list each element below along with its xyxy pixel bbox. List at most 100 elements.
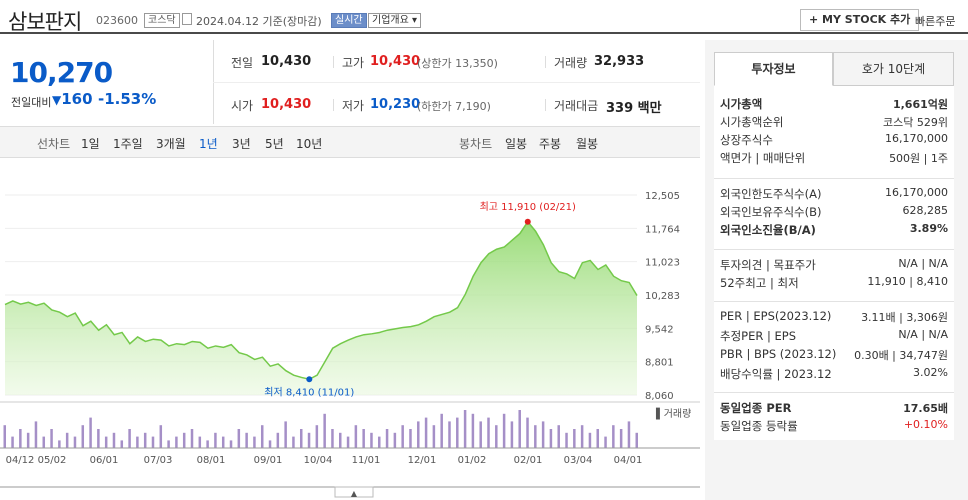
period-tab-6[interactable]: 10년: [296, 137, 323, 151]
volume-bar: [299, 429, 303, 448]
volume-bar: [159, 425, 163, 448]
prev-label: 전일: [231, 56, 254, 70]
volume-bar: [619, 429, 623, 448]
change-percent: -1.53%: [98, 90, 157, 108]
candle-tab-0[interactable]: 일봉: [505, 137, 528, 151]
volume-bar: [167, 440, 170, 448]
volume-bar: [612, 425, 615, 448]
info-label: 추정PER | EPS: [720, 329, 797, 343]
volume-bar: [214, 432, 217, 448]
volume-bar: [456, 417, 459, 448]
period-tab-2[interactable]: 3개월: [156, 137, 186, 151]
down-triangle-icon: ▼: [52, 93, 62, 107]
collapse-toggle[interactable]: [334, 486, 374, 498]
high-value: 10,430: [370, 54, 421, 69]
volume-bar: [65, 432, 69, 448]
volume-bar: [128, 429, 131, 448]
volume-bar: [315, 425, 319, 448]
divider: [333, 56, 334, 68]
candle-tab-2[interactable]: 월봉: [576, 137, 599, 151]
open-label: 시가: [231, 99, 254, 113]
period-tab-4[interactable]: 3년: [232, 137, 251, 151]
add-mystock-button[interactable]: + MY STOCK 추가: [800, 9, 920, 31]
info-value: 3.89%: [909, 222, 948, 235]
header-divider: [0, 32, 968, 34]
volume-bar: [448, 421, 451, 448]
info-label: 외국인한도주식수(A): [720, 187, 822, 201]
info-value: 3.11배 | 3,306원: [861, 311, 948, 324]
company-info-dropdown[interactable]: 기업개요 ▾: [368, 13, 422, 28]
volume-bar: [89, 417, 92, 448]
volume-bar: [323, 413, 326, 448]
volume-bar: [479, 421, 482, 448]
volume-bar: [11, 436, 14, 448]
volume-bar: [292, 436, 295, 448]
volume-bar: [221, 436, 225, 448]
stock-name: 삼보판지: [8, 10, 82, 34]
volume-bar: [580, 425, 584, 448]
volume-bar: [596, 429, 599, 448]
realtime-badge[interactable]: 실시간: [331, 13, 367, 28]
y-tick-label: 8,801: [645, 358, 674, 369]
info-label: 동일업종 등락률: [720, 419, 798, 433]
volume-bar: [432, 425, 436, 448]
chevron-up-icon: ▲: [351, 489, 358, 498]
divider: [213, 82, 700, 83]
volume-bar: [284, 421, 287, 448]
x-tick-label: 04/12: [6, 455, 35, 466]
volume-bar: [573, 429, 576, 448]
info-label: 배당수익률 | 2023.12: [720, 367, 832, 381]
info-value: 17.65배: [903, 402, 948, 415]
volume-bar: [346, 436, 350, 448]
volume-bar: [495, 425, 498, 448]
volume-bar: [237, 429, 241, 448]
volume-bar: [190, 429, 194, 448]
volume-bar: [393, 432, 397, 448]
volume-bar: [417, 421, 420, 448]
price-area: [5, 221, 637, 395]
volume-bar: [182, 432, 186, 448]
info-label: 동일업종 PER: [720, 401, 792, 415]
candle-tab-1[interactable]: 주봉: [539, 137, 562, 151]
tab-orderbook[interactable]: 호가 10단계: [833, 52, 954, 86]
volume-bar: [229, 440, 233, 448]
volume-bar: [378, 436, 381, 448]
y-tick-label: 10,283: [645, 291, 680, 302]
y-tick-label: 12,505: [645, 191, 680, 202]
volume-bar: [3, 425, 6, 448]
volume-bar: [331, 429, 334, 448]
divider: [545, 99, 546, 111]
volume-bar: [385, 429, 389, 448]
x-tick-label: 07/03: [144, 455, 173, 466]
volume-bar: [81, 425, 85, 448]
tab-investment-info[interactable]: 투자정보: [714, 52, 833, 86]
volume-value: 32,933: [594, 54, 645, 69]
volume-bar: [635, 432, 638, 448]
volume-bar: [565, 432, 568, 448]
y-tick-label: 9,542: [645, 324, 674, 335]
quick-order-link[interactable]: 빠른주문: [915, 15, 956, 28]
volume-bar: [276, 432, 280, 448]
info-label: 상장주식수: [720, 133, 773, 147]
divider: [714, 178, 954, 179]
x-tick-label: 10/04: [304, 455, 333, 466]
divider: [714, 301, 954, 302]
volume-bar: [487, 417, 490, 448]
period-tab-5[interactable]: 5년: [265, 137, 284, 151]
high-marker: [524, 218, 531, 225]
period-tab-1[interactable]: 1주일: [113, 137, 143, 151]
info-label: 투자의견 | 목표주가: [720, 258, 816, 272]
period-tab-0[interactable]: 1일: [81, 137, 100, 151]
open-value: 10,430: [261, 97, 312, 112]
x-tick-label: 09/01: [254, 455, 283, 466]
x-tick-label: 01/02: [458, 455, 487, 466]
price-change: ▼160: [52, 90, 93, 108]
period-tab-3[interactable]: 1년: [199, 137, 218, 151]
volume-bar: [440, 413, 443, 448]
info-value: 16,170,000: [885, 186, 948, 199]
volume-bar: [409, 429, 412, 448]
info-value: N/A | N/A: [898, 257, 948, 270]
info-value: 3.02%: [913, 366, 948, 379]
volume-label: 거래량: [554, 56, 588, 70]
chevron-down-icon: ▾: [412, 15, 418, 26]
